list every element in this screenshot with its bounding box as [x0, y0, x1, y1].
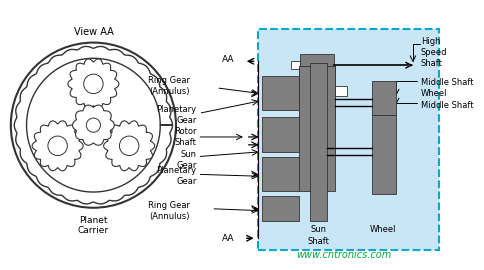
Text: Middle Shaft: Middle Shaft	[421, 101, 473, 110]
Bar	[299, 66, 335, 191]
Bar	[290, 132, 299, 142]
Text: View AA: View AA	[74, 27, 113, 37]
Bar	[261, 196, 299, 221]
Text: AA: AA	[222, 234, 234, 243]
Text: Sun
Shaft: Sun Shaft	[308, 225, 330, 245]
Bar	[372, 81, 396, 115]
Text: Wheel: Wheel	[370, 225, 397, 234]
Bar	[261, 157, 299, 191]
Bar	[291, 61, 300, 69]
Bar	[335, 86, 347, 96]
Bar	[290, 86, 299, 96]
Text: Ring Gear
(Annulus): Ring Gear (Annulus)	[148, 76, 190, 96]
Bar	[290, 86, 299, 96]
Circle shape	[84, 74, 103, 94]
Text: AA: AA	[222, 55, 234, 64]
Bar	[290, 132, 299, 142]
Text: Middle Shaft
Wheel: Middle Shaft Wheel	[421, 78, 473, 98]
Text: Planet
Carrier: Planet Carrier	[78, 216, 109, 235]
Text: www.cntronics.com: www.cntronics.com	[297, 250, 392, 260]
Polygon shape	[104, 121, 155, 171]
Bar	[310, 63, 327, 221]
Circle shape	[11, 43, 176, 208]
Circle shape	[48, 136, 67, 156]
Text: Rotor
Shaft: Rotor Shaft	[174, 127, 197, 147]
Polygon shape	[32, 121, 83, 171]
Text: Planetary
Gear: Planetary Gear	[156, 105, 197, 125]
Polygon shape	[68, 59, 119, 109]
FancyBboxPatch shape	[257, 29, 439, 250]
Bar	[261, 117, 299, 152]
Bar	[372, 115, 396, 194]
Text: High
Speed
Shaft: High Speed Shaft	[421, 37, 447, 68]
Text: Ring Gear
(Annulus): Ring Gear (Annulus)	[148, 201, 190, 221]
Polygon shape	[73, 105, 114, 145]
Bar	[299, 66, 335, 120]
Circle shape	[120, 136, 139, 156]
Bar	[300, 54, 334, 76]
Text: Planetary
Gear: Planetary Gear	[156, 166, 197, 186]
Circle shape	[86, 118, 101, 132]
Polygon shape	[15, 46, 172, 204]
Text: Sun
Gear: Sun Gear	[176, 150, 197, 170]
Bar	[261, 76, 299, 110]
